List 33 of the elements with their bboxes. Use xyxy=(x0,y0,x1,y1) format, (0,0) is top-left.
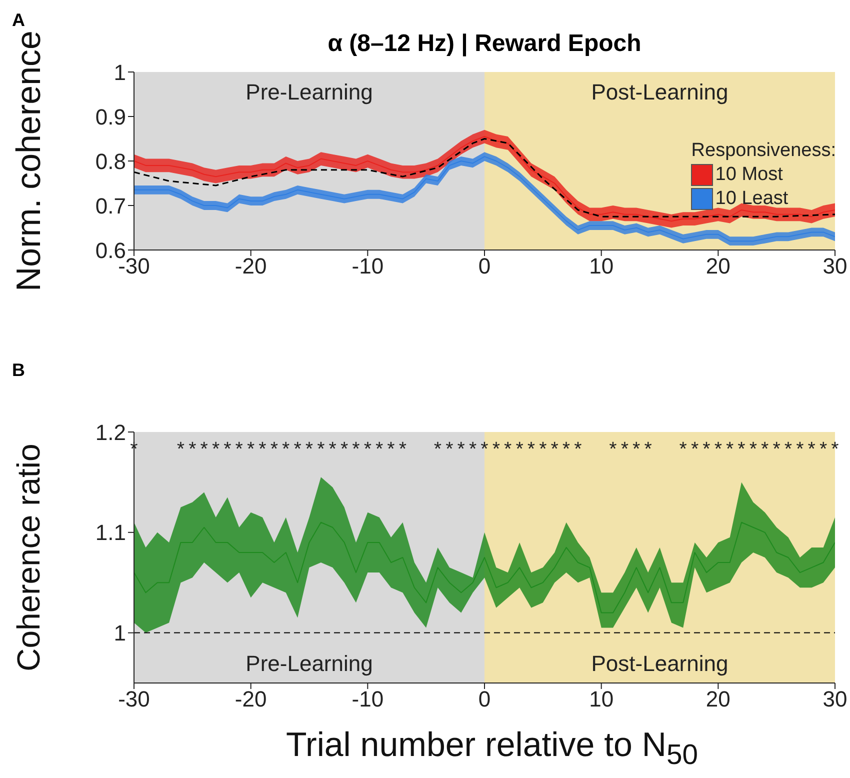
y-tick-label: 0.8 xyxy=(95,148,126,174)
x-tick-label: 10 xyxy=(589,254,614,279)
x-tick-label: 20 xyxy=(706,686,730,712)
x-tick-label: -10 xyxy=(352,254,384,279)
x-tick-label: -20 xyxy=(234,254,267,279)
y-tick-label: 1 xyxy=(114,620,126,646)
legend-label: 10 Most xyxy=(715,164,783,186)
x-tick-label: -30 xyxy=(118,686,150,712)
band-label: Pre-Learning xyxy=(246,651,373,676)
legend-title: Responsiveness: xyxy=(691,140,836,162)
y-tick-label: 0.9 xyxy=(95,104,126,130)
text: A xyxy=(12,10,25,31)
y-tick-label: 0.7 xyxy=(95,193,126,218)
x-tick-label: 30 xyxy=(822,686,848,712)
y-axis-title: Coherence ratio xyxy=(10,444,46,672)
x-tick-label: 30 xyxy=(822,254,848,279)
chart-title: α (8–12 Hz) | Reward Epoch xyxy=(326,30,642,58)
x-tick-label: 0 xyxy=(478,254,491,279)
x-tick-label: -10 xyxy=(352,686,384,712)
x-tick-label: 10 xyxy=(589,686,614,712)
text: B xyxy=(12,360,25,381)
y-axis-title: Norm. coherence xyxy=(10,30,48,292)
band-label: Post-Learning xyxy=(591,80,728,105)
y-tick-label: 1 xyxy=(114,60,126,85)
x-tick-label: 20 xyxy=(706,254,730,279)
band-label: Post-Learning xyxy=(591,651,728,676)
x-tick-label: 0 xyxy=(478,686,491,712)
y-tick-label: 1.1 xyxy=(95,520,126,546)
band-label: Pre-Learning xyxy=(246,80,373,105)
x-tick-label: -20 xyxy=(234,686,267,712)
y-tick-label: 1.2 xyxy=(95,420,126,445)
legend-label: 10 Least xyxy=(715,188,788,210)
x-axis-title: Trial number relative to N$_{50}$ xyxy=(285,725,699,773)
